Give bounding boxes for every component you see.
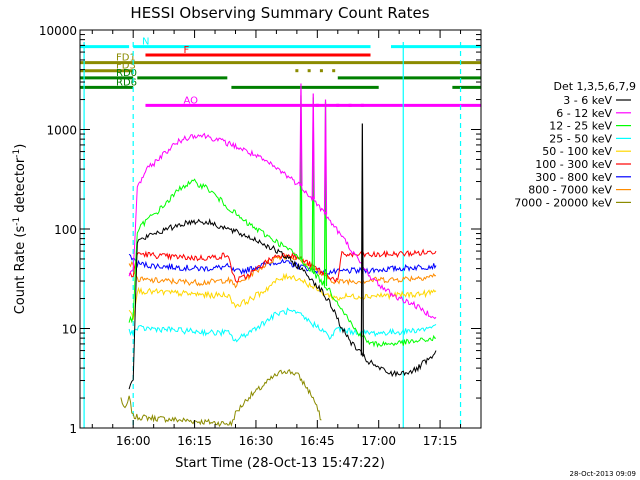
flag-dot-ao [315,103,319,107]
x-tick-label: 16:30 [239,434,274,448]
x-axis-label: Start Time (28-Oct-13 15:47:22) [175,456,385,471]
flag-label-n: N [142,37,149,48]
series-spike-3-6-kev [360,123,364,356]
legend-label-12-25-kev: 12 - 25 keV [549,120,612,133]
flag-label-rd6: RD6 [116,77,137,88]
flag-dot-fd3 [332,69,336,73]
y-tick-label: 100 [54,223,77,237]
series-line-3-6-kev [128,218,437,390]
x-tick-label: 16:15 [177,434,212,448]
series-line-300-800-kev [128,253,437,276]
legend-label-300-800-kev: 300 - 800 keV [535,171,612,184]
x-tick-label: 16:00 [116,434,151,448]
legend-label-50-100-kev: 50 - 100 keV [542,145,612,158]
legend-header: Det 1,3,5,6,7,9 [553,80,636,93]
legend-label-25-50-kev: 25 - 50 keV [549,132,612,145]
flag-label-ao: AO [183,95,198,106]
flag-dot-fd3 [307,69,311,73]
series-spike-6-12-kev [323,99,328,215]
series-line-6-12-kev [128,132,437,320]
series-line-12-25-kev [128,178,437,348]
legend-label-3-6-kev: 3 - 6 keV [563,94,612,107]
x-tick-label: 17:15 [423,434,458,448]
x-tick-label: 16:45 [300,434,335,448]
y-tick-label: 1 [69,422,77,436]
flag-dot-ao [336,103,340,107]
series-line-25-50-kev [128,307,437,343]
flag-label-f: F [183,45,189,56]
series-line-7000-20000-kev [120,369,322,428]
axis-ticks: 16:00 16:15 16:30 16:45 17:00 17:15 1 10 100 1000… [39,24,482,448]
y-tick-label: 1000 [46,124,77,138]
legend-label-6-12-kev: 6 - 12 keV [556,107,612,120]
plot-timestamp: 28-Oct-2013 09:09 [570,470,636,478]
attenuator-lines [83,42,462,428]
y-axis-label: Count Rate (s-1 detector-1) [12,144,28,315]
flag-dot-ao [360,103,364,107]
flag-dot-ao [348,103,352,107]
legend-label-800-7000-kev: 800 - 7000 keV [528,184,612,197]
legend-label-7000-20000-kev: 7000 - 20000 keV [514,196,612,209]
series-line-50-100-kev [128,272,437,320]
flag-label-fd3: FD3 [116,61,136,72]
flag-label-fd1: FD1 [116,53,136,64]
y-tick-label: 10 [62,323,77,337]
flag-label-rd0: RD0 [116,68,137,79]
series-lines [120,83,437,428]
y-tick-label: 10000 [39,24,77,38]
chart-title: HESSI Observing Summary Count Rates [130,4,429,22]
series-spike-6-12-kev [311,93,315,200]
x-tick-label: 17:00 [361,434,396,448]
series-spike-6-12-kev [299,83,303,187]
flag-dot-fd3 [319,69,323,73]
legend-label-100-300-kev: 100 - 300 keV [535,158,612,171]
flag-dot-fd3 [295,69,299,73]
